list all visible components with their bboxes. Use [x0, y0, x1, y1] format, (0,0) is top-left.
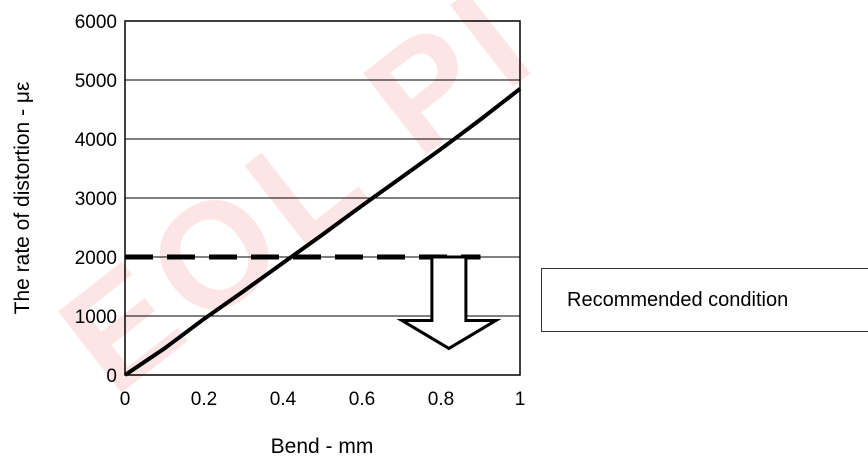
watermark-text: EOL PI	[30, 0, 566, 424]
x-tick-label: 0.2	[191, 389, 217, 410]
watermark: EOL PI	[30, 0, 566, 424]
y-tick-label: 1000	[75, 307, 117, 328]
x-axis-title: Bend - mm	[271, 435, 374, 458]
plot-frame	[124, 20, 521, 376]
recommended-condition-label: Recommended condition	[541, 268, 868, 332]
y-tick-label: 6000	[75, 12, 117, 33]
y-tick-label: 0	[106, 366, 117, 387]
y-axis-title: The rate of distortion - με	[11, 82, 34, 315]
x-tick-label: 0.8	[428, 389, 454, 410]
x-tick-label: 1	[515, 389, 526, 410]
y-tick-label: 5000	[75, 71, 117, 92]
y-tick-label: 3000	[75, 189, 117, 210]
y-tick-label: 4000	[75, 130, 117, 151]
plot-border	[124, 20, 521, 376]
down-arrow-icon	[396, 255, 502, 351]
x-tick-label: 0	[120, 389, 131, 410]
x-tick-label: 0.6	[349, 389, 375, 410]
x-tick-labels: 0 0.2 0.4 0.6 0.8 1	[120, 389, 526, 410]
y-tick-labels: 0 1000 2000 3000 4000 5000 6000	[75, 12, 117, 387]
x-tick-label: 0.4	[270, 389, 297, 410]
y-tick-label: 2000	[75, 248, 117, 269]
down-arrow-shape	[396, 255, 502, 351]
